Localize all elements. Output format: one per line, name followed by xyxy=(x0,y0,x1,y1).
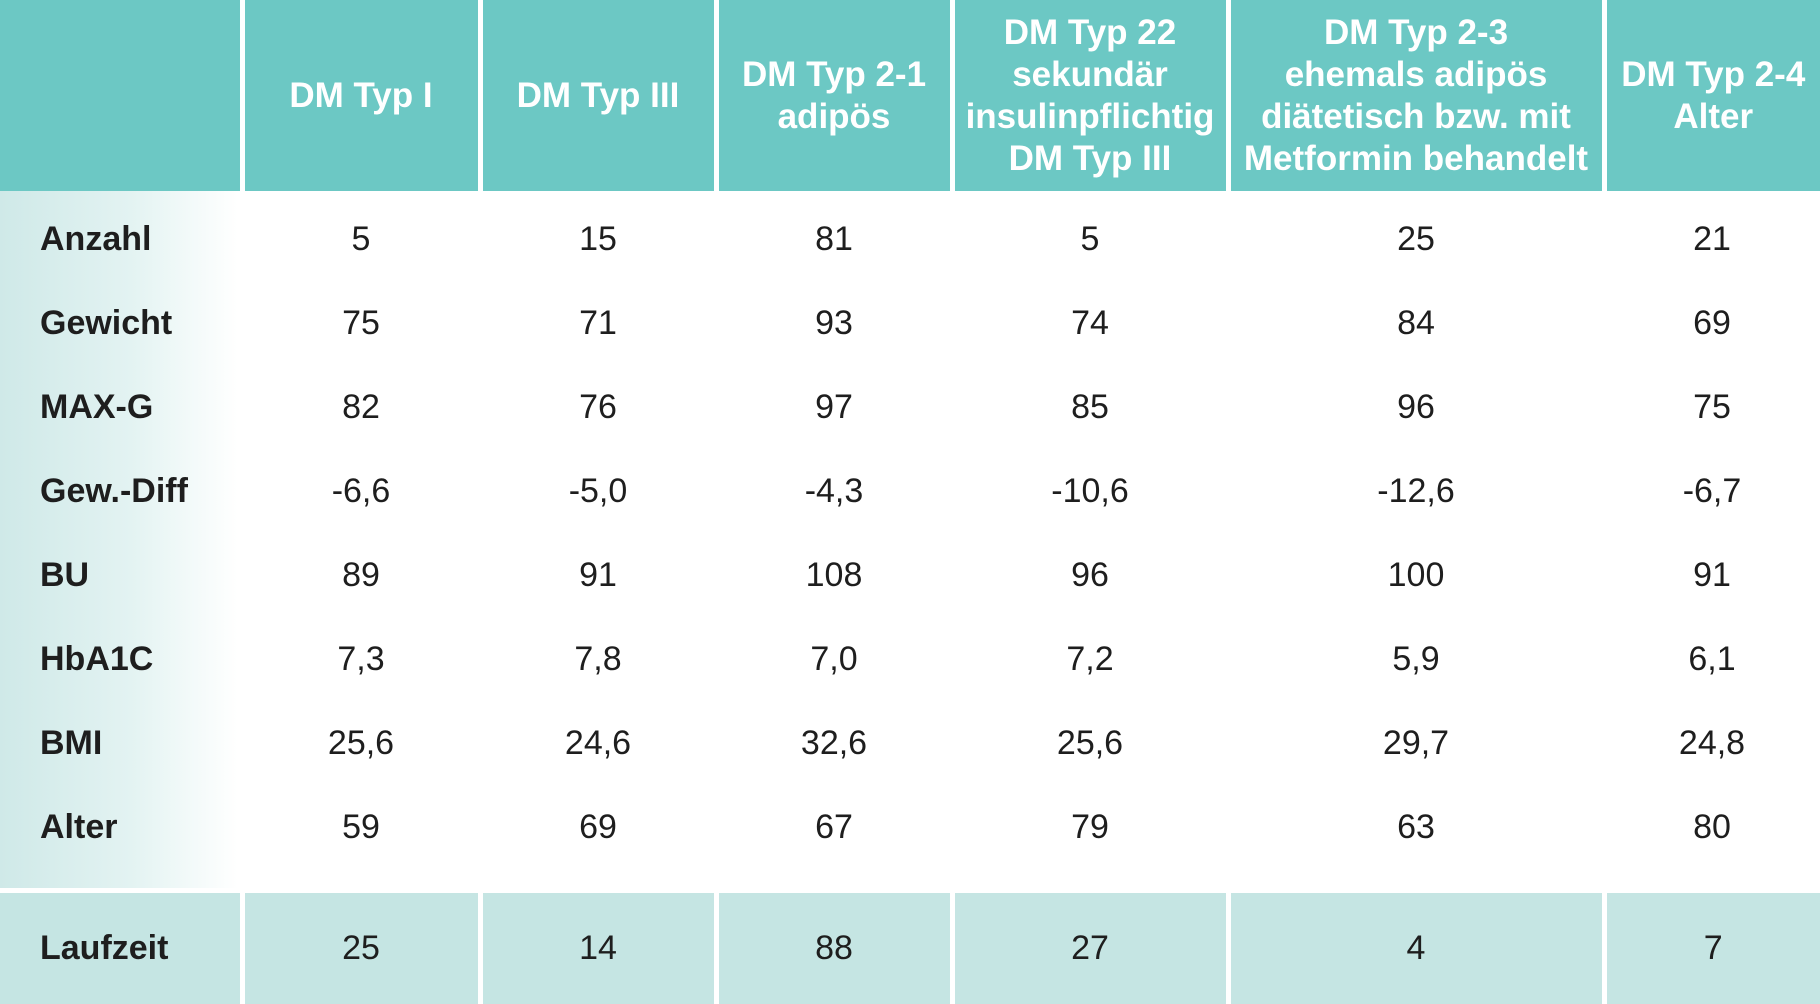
table-cell: -5,0 xyxy=(568,471,628,510)
table-cell: 75 xyxy=(1693,387,1731,426)
row-label: HbA1C xyxy=(40,639,154,678)
column-header: DM Typ 2-4 Alter xyxy=(1606,0,1820,191)
table-cell: 67 xyxy=(815,807,853,846)
table-cell: 5,9 xyxy=(1392,639,1440,678)
table-cell: 80 xyxy=(1693,807,1731,846)
table-cell: 93 xyxy=(815,303,853,342)
table-cell: 89 xyxy=(342,555,380,594)
footer-cell: 7 xyxy=(1606,893,1820,1004)
footer-cell: 14 xyxy=(482,893,714,1004)
table-cell: 59 xyxy=(342,807,380,846)
table-cell: 91 xyxy=(579,555,617,594)
table-cell: 32,6 xyxy=(800,723,868,762)
table-cell: 74 xyxy=(1071,303,1109,342)
table-cell: 79 xyxy=(1071,807,1109,846)
column-header: DM Typ 22 sekundär insulinpflichtig DM T… xyxy=(954,0,1226,191)
table-cell: 75 xyxy=(342,303,380,342)
row-label: Anzahl xyxy=(40,219,152,258)
row-label: BMI xyxy=(40,723,103,762)
table-cell: 7,8 xyxy=(574,639,622,678)
row-label-strip xyxy=(0,191,238,888)
table-cell: 7,2 xyxy=(1066,639,1114,678)
table-cell: -4,3 xyxy=(804,471,864,510)
table-cell: 21 xyxy=(1693,219,1731,258)
table-cell: -6,6 xyxy=(331,471,391,510)
table-cell: 7,3 xyxy=(337,639,385,678)
table-cell: 71 xyxy=(579,303,617,342)
row-label: MAX-G xyxy=(40,387,154,426)
footer-cell: 27 xyxy=(954,893,1226,1004)
footer-cell: 4 xyxy=(1230,893,1602,1004)
table-cell: 69 xyxy=(579,807,617,846)
column-header: DM Typ III xyxy=(482,0,714,191)
table-cell: 97 xyxy=(815,387,853,426)
column-header: DM Typ I xyxy=(244,0,478,191)
column-header: DM Typ 2-3 ehemals adipös diätetisch bzw… xyxy=(1230,0,1602,191)
table-cell: 7,0 xyxy=(810,639,858,678)
table-cell: 76 xyxy=(579,387,617,426)
table-cell: 25,6 xyxy=(1056,723,1124,762)
table-cell: 15 xyxy=(579,219,617,258)
table-cell: 63 xyxy=(1397,807,1435,846)
footer-label: Laufzeit xyxy=(0,893,240,1004)
table-cell: 100 xyxy=(1387,555,1445,594)
table-cell: -10,6 xyxy=(1051,471,1129,510)
table-cell: 69 xyxy=(1693,303,1731,342)
table-cell: 5 xyxy=(351,219,371,258)
row-label: Gewicht xyxy=(40,303,173,342)
table-cell: 91 xyxy=(1693,555,1731,594)
table-cell: 108 xyxy=(805,555,863,594)
table-cell: 84 xyxy=(1397,303,1435,342)
table-cell: 85 xyxy=(1071,387,1109,426)
table-cell: 81 xyxy=(815,219,853,258)
table-cell: 96 xyxy=(1397,387,1435,426)
table-cell: 96 xyxy=(1071,555,1109,594)
table-cell: 24,8 xyxy=(1678,723,1746,762)
table-cell: 29,7 xyxy=(1382,723,1450,762)
row-label: Alter xyxy=(40,807,118,846)
header-corner xyxy=(0,0,240,191)
table-cell: 24,6 xyxy=(564,723,632,762)
column-header: DM Typ 2-1 adipös xyxy=(718,0,950,191)
table-cell: 25,6 xyxy=(327,723,395,762)
table-cell: 82 xyxy=(342,387,380,426)
table-cell: 25 xyxy=(1397,219,1435,258)
footer-cell: 88 xyxy=(718,893,950,1004)
row-label: Gew.-Diff xyxy=(40,471,188,510)
table-cell: -12,6 xyxy=(1377,471,1455,510)
table-cell: -6,7 xyxy=(1682,471,1742,510)
row-label: BU xyxy=(40,555,90,594)
table-cell: 5 xyxy=(1080,219,1100,258)
footer-cell: 25 xyxy=(244,893,478,1004)
table-cell: 6,1 xyxy=(1688,639,1736,678)
